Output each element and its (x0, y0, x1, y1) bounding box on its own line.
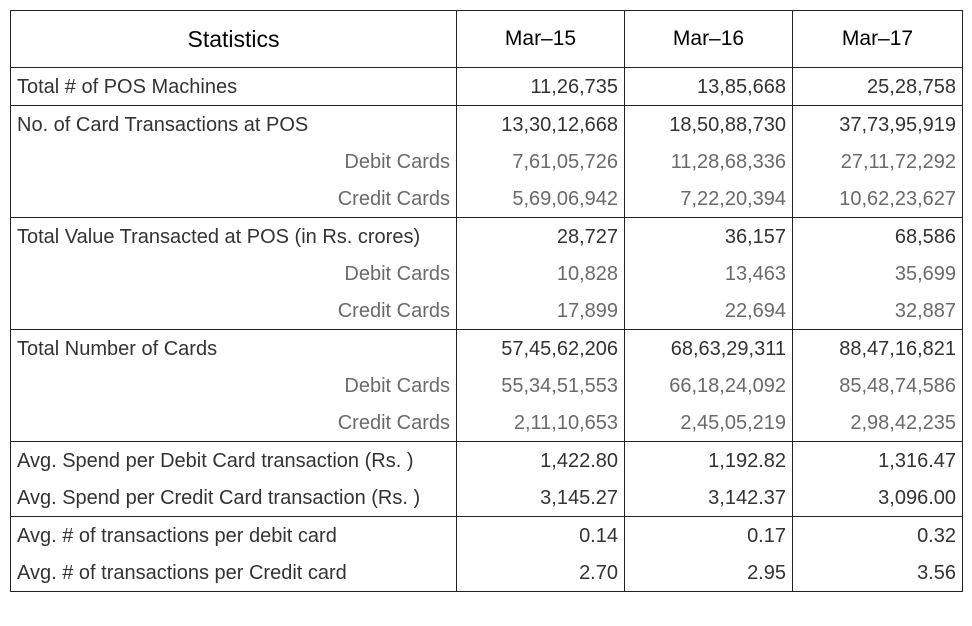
cell-mar-16: 18,50,88,730 (624, 105, 793, 143)
cell-mar-15: 55,34,51,553 (456, 367, 625, 404)
cell-mar-15: 2.70 (456, 554, 625, 592)
cell-mar-16: 3,142.37 (624, 479, 793, 517)
header-statistics: Statistics (10, 10, 457, 68)
row-label: Credit Cards (10, 404, 457, 442)
row-label: Avg. Spend per Credit Card transaction (… (10, 479, 457, 517)
cell-mar-16: 13,85,668 (624, 67, 793, 106)
cell-mar-15: 11,26,735 (456, 67, 625, 106)
row-value-debit: Debit Cards 10,828 13,463 35,699 (10, 255, 963, 292)
row-label: Total # of POS Machines (10, 67, 457, 106)
row-total-pos-machines: Total # of POS Machines 11,26,735 13,85,… (10, 67, 963, 106)
cell-mar-16: 36,157 (624, 217, 793, 255)
row-label: Debit Cards (10, 143, 457, 180)
cell-mar-16: 2.95 (624, 554, 793, 592)
cell-mar-17: 88,47,16,821 (792, 329, 963, 367)
row-label: Credit Cards (10, 292, 457, 330)
cell-mar-17: 37,73,95,919 (792, 105, 963, 143)
cell-mar-17: 2,98,42,235 (792, 404, 963, 442)
cell-mar-16: 68,63,29,311 (624, 329, 793, 367)
cell-mar-17: 1,316.47 (792, 441, 963, 479)
cell-mar-15: 5,69,06,942 (456, 180, 625, 218)
row-label: Avg. # of transactions per Credit card (10, 554, 457, 592)
cell-mar-15: 57,45,62,206 (456, 329, 625, 367)
header-row: Statistics Mar–15 Mar–16 Mar–17 (10, 10, 963, 68)
cell-mar-17: 85,48,74,586 (792, 367, 963, 404)
cell-mar-15: 7,61,05,726 (456, 143, 625, 180)
row-label: Credit Cards (10, 180, 457, 218)
cell-mar-17: 68,586 (792, 217, 963, 255)
cell-mar-16: 22,694 (624, 292, 793, 330)
row-avg-spend-debit: Avg. Spend per Debit Card transaction (R… (10, 441, 963, 479)
row-total-value-transacted: Total Value Transacted at POS (in Rs. cr… (10, 217, 963, 255)
row-label: Debit Cards (10, 255, 457, 292)
cell-mar-15: 2,11,10,653 (456, 404, 625, 442)
cell-mar-15: 3,145.27 (456, 479, 625, 517)
cell-mar-15: 28,727 (456, 217, 625, 255)
header-mar-17: Mar–17 (792, 10, 963, 68)
cell-mar-16: 11,28,68,336 (624, 143, 793, 180)
row-transactions-debit: Debit Cards 7,61,05,726 11,28,68,336 27,… (10, 143, 963, 180)
cell-mar-17: 35,699 (792, 255, 963, 292)
cell-mar-16: 0.17 (624, 516, 793, 554)
row-card-transactions: No. of Card Transactions at POS 13,30,12… (10, 105, 963, 143)
cell-mar-16: 13,463 (624, 255, 793, 292)
row-label: Avg. # of transactions per debit card (10, 516, 457, 554)
row-label: Total Number of Cards (10, 329, 457, 367)
cell-mar-17: 3,096.00 (792, 479, 963, 517)
row-cards-debit: Debit Cards 55,34,51,553 66,18,24,092 85… (10, 367, 963, 404)
cell-mar-17: 10,62,23,627 (792, 180, 963, 218)
cell-mar-17: 25,28,758 (792, 67, 963, 106)
row-value-credit: Credit Cards 17,899 22,694 32,887 (10, 292, 963, 330)
cell-mar-15: 0.14 (456, 516, 625, 554)
cell-mar-16: 1,192.82 (624, 441, 793, 479)
cell-mar-16: 2,45,05,219 (624, 404, 793, 442)
cell-mar-15: 17,899 (456, 292, 625, 330)
cell-mar-16: 66,18,24,092 (624, 367, 793, 404)
row-cards-credit: Credit Cards 2,11,10,653 2,45,05,219 2,9… (10, 404, 963, 442)
cell-mar-17: 27,11,72,292 (792, 143, 963, 180)
header-mar-16: Mar–16 (624, 10, 793, 68)
pos-statistics-table: Statistics Mar–15 Mar–16 Mar–17 Total # … (10, 10, 963, 592)
row-label: Avg. Spend per Debit Card transaction (R… (10, 441, 457, 479)
row-avg-spend-credit: Avg. Spend per Credit Card transaction (… (10, 479, 963, 517)
row-label: Total Value Transacted at POS (in Rs. cr… (10, 217, 457, 255)
row-label: Debit Cards (10, 367, 457, 404)
cell-mar-17: 3.56 (792, 554, 963, 592)
statistics-table-container: Statistics Mar–15 Mar–16 Mar–17 Total # … (10, 10, 963, 592)
row-avg-transactions-credit: Avg. # of transactions per Credit card 2… (10, 554, 963, 592)
row-total-number-of-cards: Total Number of Cards 57,45,62,206 68,63… (10, 329, 963, 367)
row-transactions-credit: Credit Cards 5,69,06,942 7,22,20,394 10,… (10, 180, 963, 218)
cell-mar-15: 1,422.80 (456, 441, 625, 479)
row-avg-transactions-debit: Avg. # of transactions per debit card 0.… (10, 516, 963, 554)
cell-mar-17: 0.32 (792, 516, 963, 554)
cell-mar-16: 7,22,20,394 (624, 180, 793, 218)
header-mar-15: Mar–15 (456, 10, 625, 68)
cell-mar-15: 13,30,12,668 (456, 105, 625, 143)
row-label: No. of Card Transactions at POS (10, 105, 457, 143)
cell-mar-17: 32,887 (792, 292, 963, 330)
cell-mar-15: 10,828 (456, 255, 625, 292)
